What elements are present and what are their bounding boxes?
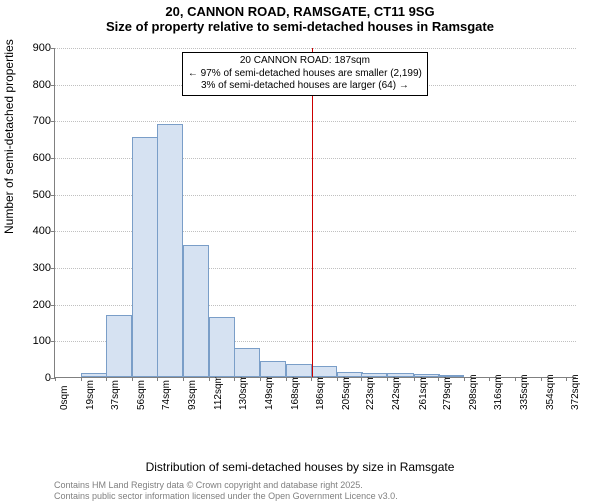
x-tick-label: 186sqm [315,374,326,410]
x-tick-label: 74sqm [161,380,172,410]
x-tick-label: 261sqm [418,374,429,410]
x-tick-mark [464,377,465,381]
histogram-bar [387,373,413,377]
histogram-bar [311,366,337,377]
histogram-bar [337,372,363,378]
y-tick-label: 300 [19,262,51,274]
x-tick-label: 37sqm [110,380,121,410]
x-tick-label: 130sqm [238,374,249,410]
x-tick-mark [414,377,415,381]
x-tick-mark [183,377,184,381]
y-tick-label: 800 [19,79,51,91]
x-tick-mark [387,377,388,381]
x-tick-label: 298sqm [468,374,479,410]
x-tick-label: 354sqm [545,374,556,410]
x-tick-mark [438,377,439,381]
x-tick-mark [260,377,261,381]
x-tick-mark [81,377,82,381]
x-tick-label: 0sqm [59,386,70,410]
x-tick-label: 19sqm [85,380,96,410]
y-tick-mark [51,195,55,196]
x-tick-mark [337,377,338,381]
x-tick-mark [132,377,133,381]
annotation-line3: 3% of semi-detached houses are larger (6… [188,80,422,93]
x-tick-label: 168sqm [290,374,301,410]
x-tick-label: 56sqm [136,380,147,410]
chart-subtitle: Size of property relative to semi-detach… [0,19,600,34]
y-tick-label: 0 [19,372,51,384]
x-tick-label: 242sqm [391,374,402,410]
x-tick-label: 372sqm [570,374,581,410]
annotation-box: 20 CANNON ROAD: 187sqm← 97% of semi-deta… [182,52,428,96]
y-tick-mark [51,85,55,86]
x-axis-label: Distribution of semi-detached houses by … [0,460,600,474]
annotation-line2: ← 97% of semi-detached houses are smalle… [188,68,422,81]
y-tick-label: 100 [19,335,51,347]
x-tick-label: 112sqm [213,375,224,410]
histogram-bar [81,373,107,377]
y-tick-label: 600 [19,152,51,164]
annotation-line1: 20 CANNON ROAD: 187sqm [188,55,422,68]
x-tick-label: 335sqm [519,374,530,410]
x-tick-mark [515,377,516,381]
plot-region: 01002003004005006007008009000sqm19sqm37s… [54,48,576,378]
y-tick-mark [51,48,55,49]
x-tick-mark [286,377,287,381]
x-tick-label: 279sqm [442,374,453,410]
y-tick-mark [51,305,55,306]
y-axis-label: Number of semi-detached properties [2,39,16,234]
x-tick-label: 316sqm [493,374,504,410]
x-tick-mark [489,377,490,381]
x-tick-mark [106,377,107,381]
histogram-bar [414,374,440,377]
chart-container: 20, CANNON ROAD, RAMSGATE, CT11 9SG Size… [0,4,600,504]
x-tick-mark [157,377,158,381]
y-tick-mark [51,158,55,159]
footer-attribution: Contains HM Land Registry data © Crown c… [54,480,398,503]
x-tick-mark [55,377,56,381]
y-tick-mark [51,121,55,122]
y-tick-label: 400 [19,225,51,237]
x-tick-mark [566,377,567,381]
x-tick-mark [209,377,210,381]
grid-line [55,48,576,49]
y-tick-mark [51,231,55,232]
histogram-bar [234,348,260,377]
histogram-bar [132,137,158,377]
x-tick-label: 223sqm [365,374,376,410]
x-tick-label: 93sqm [187,380,198,410]
y-tick-label: 700 [19,115,51,127]
x-tick-label: 205sqm [341,374,352,410]
x-tick-label: 149sqm [264,374,275,410]
histogram-bar [260,361,286,378]
footer-line1: Contains HM Land Registry data © Crown c… [54,480,398,492]
x-tick-mark [361,377,362,381]
grid-line [55,121,576,122]
x-tick-mark [234,377,235,381]
y-tick-mark [51,268,55,269]
histogram-bar [106,315,132,377]
histogram-bar [438,375,464,377]
marker-line [312,48,313,377]
y-tick-label: 500 [19,189,51,201]
histogram-bar [361,373,387,377]
x-tick-mark [541,377,542,381]
y-tick-label: 900 [19,42,51,54]
histogram-bar [209,317,235,378]
histogram-bar [286,364,312,377]
histogram-bar [157,124,183,377]
histogram-bar [183,245,209,377]
footer-line2: Contains public sector information licen… [54,491,398,503]
y-tick-mark [51,341,55,342]
y-tick-label: 200 [19,299,51,311]
chart-title: 20, CANNON ROAD, RAMSGATE, CT11 9SG [0,4,600,19]
x-tick-mark [311,377,312,381]
chart-area: 01002003004005006007008009000sqm19sqm37s… [54,48,576,418]
